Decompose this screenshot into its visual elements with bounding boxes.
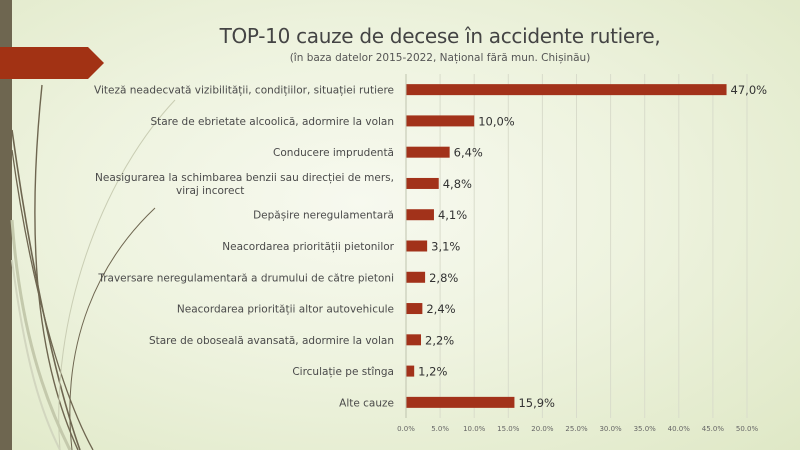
bar	[406, 271, 426, 283]
category-label: Neacordarea priorității altor autovehicu…	[177, 304, 394, 316]
x-tick-label: 35.0%	[634, 425, 657, 433]
data-label: 4,1%	[438, 208, 467, 222]
category-label: Stare de oboseală avansată, adormire la …	[149, 335, 394, 347]
category-label: Traversare neregulamentară a drumului de…	[97, 272, 394, 284]
x-tick-label: 30.0%	[599, 425, 622, 433]
bar	[406, 334, 422, 346]
category-label: Stare de ebrietate alcoolică, adormire l…	[150, 116, 394, 128]
bar	[406, 365, 415, 377]
bar	[406, 396, 515, 408]
x-tick-label: 45.0%	[702, 425, 725, 433]
data-label: 47,0%	[731, 83, 768, 97]
bar	[406, 177, 439, 189]
data-label: 2,8%	[429, 271, 458, 285]
bar	[406, 240, 428, 252]
data-label: 10,0%	[478, 114, 515, 128]
data-label: 4,8%	[443, 177, 472, 191]
category-label: Conducere imprudentă	[273, 147, 394, 159]
x-tick-label: 40.0%	[668, 425, 691, 433]
data-label: 2,2%	[425, 333, 454, 347]
left-strip	[0, 0, 12, 450]
category-label: Neasigurarea la schimbarea benzii sau di…	[95, 172, 394, 184]
decorative-curves	[10, 84, 176, 450]
x-tick-label: 10.0%	[463, 425, 486, 433]
x-tick-label: 25.0%	[565, 425, 588, 433]
chart-subtitle: (în baza datelor 2015-2022, Național făr…	[289, 52, 591, 64]
bar	[406, 209, 434, 221]
category-label: Alte cauze	[339, 397, 394, 409]
bar	[406, 84, 727, 96]
category-label: Circulație pe stînga	[292, 366, 394, 378]
category-label: Depășire neregulamentară	[253, 210, 394, 222]
data-label: 1,2%	[418, 365, 447, 379]
category-label: viraj incorect	[176, 185, 244, 197]
x-tick-label: 5.0%	[431, 425, 449, 433]
bar	[406, 303, 423, 315]
x-tick-label: 50.0%	[736, 425, 759, 433]
data-label: 15,9%	[518, 396, 555, 410]
bar	[406, 115, 475, 127]
x-tick-label: 0.0%	[397, 425, 415, 433]
x-tick-label: 15.0%	[497, 425, 520, 433]
x-tick-label: 20.0%	[531, 425, 554, 433]
data-label: 6,4%	[454, 146, 483, 160]
data-label: 3,1%	[431, 240, 460, 254]
category-label: Neacordarea priorității pietonilor	[222, 241, 394, 253]
data-label: 2,4%	[426, 302, 455, 316]
bar	[406, 146, 450, 158]
title-arrow-shape	[0, 47, 104, 79]
category-label: Viteză neadecvată vizibilității, condiți…	[94, 85, 394, 97]
chart-title: TOP-10 cauze de decese în accidente ruti…	[219, 24, 661, 48]
